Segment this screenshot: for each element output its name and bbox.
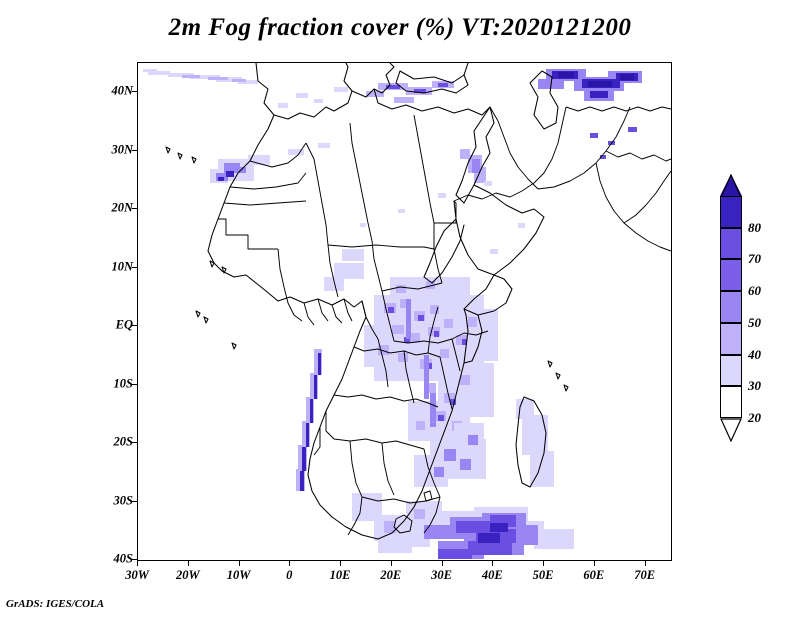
coastline-layer — [165, 63, 569, 540]
y-axis-label: 20N — [111, 200, 133, 215]
y-axis-label: 30S — [113, 493, 133, 508]
fog-region-afghanistan — [590, 127, 637, 159]
x-axis-tick — [289, 561, 291, 566]
y-axis-tick — [132, 266, 137, 268]
x-axis-label: 20W — [175, 568, 200, 582]
x-axis-label: 50E — [532, 568, 554, 582]
fog-region-anatolia-core — [386, 83, 448, 93]
x-axis-label: 10E — [329, 568, 351, 582]
colorbar-band — [720, 227, 742, 260]
colorbar-band — [720, 259, 742, 292]
y-axis-tick — [132, 442, 137, 444]
x-axis-label: 70E — [634, 568, 656, 582]
fog-region-north-atlantic — [143, 69, 258, 84]
y-axis-tick — [132, 500, 137, 502]
colorbar-tick-label: 70 — [748, 251, 761, 267]
fog-region-sahel-speckle — [360, 181, 525, 254]
colorbar-bands — [720, 196, 742, 418]
footer-credit: GrADS: IGES/COLA — [6, 598, 105, 610]
fog-region-madagascar — [516, 399, 554, 487]
x-axis-tick — [593, 561, 595, 566]
fog-region-atlas-peak — [218, 171, 234, 181]
x-axis-label: 60E — [583, 568, 605, 582]
fog-region-north-atlantic-core — [182, 75, 246, 82]
colorbar-band — [720, 196, 742, 228]
x-axis-tick — [187, 561, 189, 566]
x-axis-label: 10W — [226, 568, 251, 582]
fog-region-congo-coast — [324, 249, 364, 291]
colorbar-tick-label: 30 — [748, 378, 761, 394]
country-border-layer — [218, 106, 671, 536]
colorbar-band — [720, 386, 742, 418]
x-axis-label: 0 — [286, 568, 293, 582]
y-axis-tick — [132, 325, 137, 327]
y-axis-label: 20S — [113, 434, 133, 449]
y-axis-label: 10N — [111, 259, 133, 274]
colorbar-band — [720, 291, 742, 323]
fog-region-mesopotamia-core — [472, 159, 480, 173]
fog-region-mozambique — [414, 423, 486, 487]
fog-region-namibia-coast-core — [300, 353, 321, 491]
fog-region-iberia — [278, 87, 348, 155]
y-axis-tick — [132, 91, 137, 93]
x-axis-tick — [441, 561, 443, 566]
y-axis-label: 40S — [113, 551, 133, 566]
page-title: 2m Fog fraction cover (%) VT:2020121200 — [168, 14, 632, 41]
africa-map-svg — [143, 63, 671, 559]
x-axis-tick — [492, 561, 494, 566]
colorbar-band — [720, 354, 742, 387]
colorbar-tick-label: 40 — [748, 346, 761, 362]
x-axis-tick — [644, 561, 646, 566]
x-axis: 30W 20W 10W 0 10E 20E 30E 40E 50E 60E 70E — [125, 561, 672, 591]
x-axis-label: 30E — [431, 568, 452, 582]
colorbar-tick-label: 80 — [748, 219, 761, 235]
colorbar-extend-max-outline — [720, 174, 742, 198]
fog-region-south-africa-core — [384, 509, 425, 533]
fog-region-southern-ocean-max — [478, 523, 508, 543]
x-axis-tick — [238, 561, 240, 566]
y-axis-label: 40N — [111, 83, 133, 98]
y-axis-tick — [132, 149, 137, 151]
y-axis-tick — [132, 559, 137, 560]
x-axis-tick — [137, 561, 138, 566]
y-axis-tick — [132, 383, 137, 385]
colorbar: 80 70 60 50 40 30 20 — [716, 172, 796, 442]
x-axis-label: 40E — [481, 568, 503, 582]
x-axis-tick — [340, 561, 342, 566]
y-axis: 40N 30N 20N 10N EQ 10S 20S 30S 40S — [95, 62, 133, 566]
x-axis-tick — [543, 561, 545, 566]
map-plot-area — [137, 62, 672, 561]
colorbar-tick-label: 20 — [748, 410, 761, 425]
x-axis-label: 20E — [380, 568, 402, 582]
colorbar-extend-max-arrow — [720, 174, 742, 196]
y-axis-tick — [132, 208, 137, 210]
y-axis-label: 10S — [113, 376, 133, 391]
fog-region-caspian-peak — [558, 72, 634, 87]
y-axis-label: EQ — [115, 317, 133, 332]
fog-region-rift-lakes — [406, 299, 436, 427]
x-axis-tick — [390, 561, 392, 566]
colorbar-tick-label: 50 — [748, 314, 761, 330]
colorbar-tick-label: 60 — [748, 283, 761, 299]
fog-region-mozambique-core — [434, 435, 478, 477]
fog-field-layer — [143, 69, 642, 559]
x-axis-label: 30W — [125, 568, 149, 582]
colorbar-extend-min-outline — [720, 418, 742, 442]
colorbar-band — [720, 322, 742, 355]
y-axis-label: 30N — [111, 142, 133, 157]
